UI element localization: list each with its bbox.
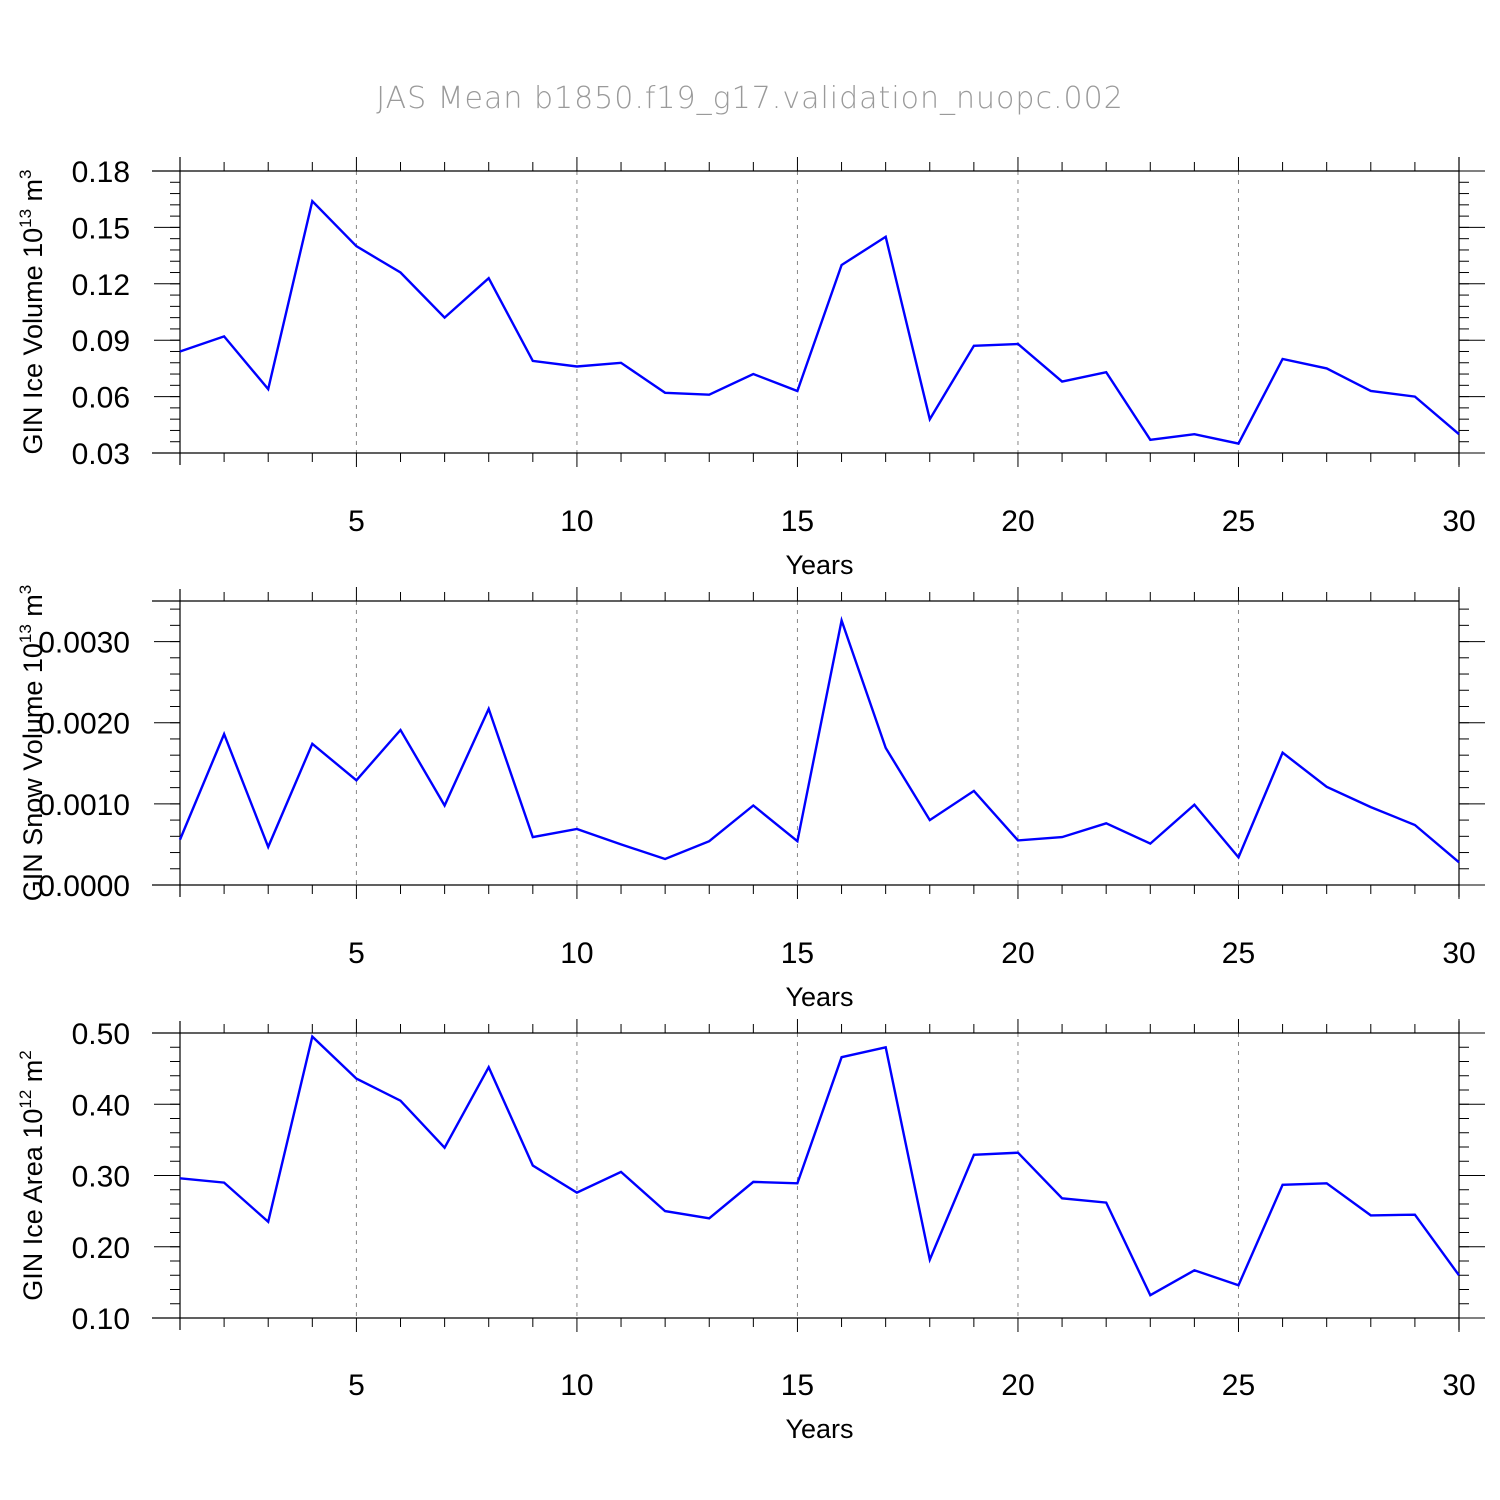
x-tick-label: 30 bbox=[1442, 505, 1475, 538]
y-axis-label: GIN Ice Volume 1013 m3 bbox=[16, 169, 48, 454]
y-tick-label: 0.50 bbox=[72, 1018, 130, 1051]
y-tick-label: 0.12 bbox=[72, 269, 130, 302]
x-tick-label: 15 bbox=[781, 505, 814, 538]
x-tick-label: 15 bbox=[781, 937, 814, 970]
y-tick-label: 0.09 bbox=[72, 325, 130, 358]
y-tick-label: 0.15 bbox=[72, 212, 130, 245]
x-tick-label: 10 bbox=[560, 505, 593, 538]
y-tick-label: 0.0020 bbox=[38, 708, 130, 741]
y-tick-label: 0.0030 bbox=[38, 627, 130, 660]
chart-title: JAS Mean b1850.f19_g17.validation_nuopc.… bbox=[376, 81, 1124, 116]
y-tick-label: 0.0000 bbox=[38, 870, 130, 903]
x-axis-label: Years bbox=[785, 982, 853, 1012]
y-tick-label: 0.40 bbox=[72, 1089, 130, 1122]
x-tick-label: 15 bbox=[781, 1369, 814, 1402]
y-tick-label: 0.10 bbox=[72, 1303, 130, 1336]
y-axis-label: GIN Snow Volume 1013 m3 bbox=[16, 585, 48, 902]
x-tick-label: 20 bbox=[1001, 937, 1034, 970]
x-tick-label: 25 bbox=[1222, 505, 1255, 538]
x-tick-label: 10 bbox=[560, 937, 593, 970]
panels: 5 10 15 20 25 30 Years 0.03 0.06 0.09 0.12 0.15 0.18… bbox=[16, 156, 1485, 1444]
x-tick-label: 10 bbox=[560, 1369, 593, 1402]
x-tick-label: 5 bbox=[348, 505, 365, 538]
series-line bbox=[178, 615, 1460, 864]
y-tick-label: 0.06 bbox=[72, 382, 130, 415]
y-tick-label: 0.30 bbox=[72, 1161, 130, 1194]
y-tick-label: 0.0010 bbox=[38, 789, 130, 822]
y-axis-label: GIN Ice Area 1012 m2 bbox=[16, 1050, 48, 1301]
chart-panel-3: 5 10 15 20 25 30 Years 0.10 0.20 0.30 0.40 0.50 GIN … bbox=[16, 1018, 1485, 1444]
y-tick-label: 0.18 bbox=[72, 156, 130, 189]
x-axis-label: Years bbox=[785, 1414, 853, 1444]
x-tick-label: 20 bbox=[1001, 505, 1034, 538]
chart-panel-1: 5 10 15 20 25 30 Years 0.03 0.06 0.09 0.12 0.15 0.18… bbox=[16, 156, 1485, 580]
y-tick-label: 0.03 bbox=[72, 438, 130, 471]
chart-panel-2: 5 10 15 20 25 30 Years 0.0000 0.0010 0.0020 0.0030… bbox=[16, 585, 1485, 1012]
x-tick-label: 20 bbox=[1001, 1369, 1034, 1402]
x-tick-label: 30 bbox=[1442, 1369, 1475, 1402]
series-line bbox=[179, 1034, 1460, 1297]
x-tick-label: 30 bbox=[1442, 937, 1475, 970]
series-line bbox=[179, 198, 1460, 445]
y-tick-label: 0.20 bbox=[72, 1232, 130, 1265]
x-tick-label: 25 bbox=[1222, 937, 1255, 970]
x-tick-label: 5 bbox=[348, 937, 365, 970]
x-tick-label: 25 bbox=[1222, 1369, 1255, 1402]
x-axis-label: Years bbox=[785, 550, 853, 580]
x-tick-label: 5 bbox=[348, 1369, 365, 1402]
